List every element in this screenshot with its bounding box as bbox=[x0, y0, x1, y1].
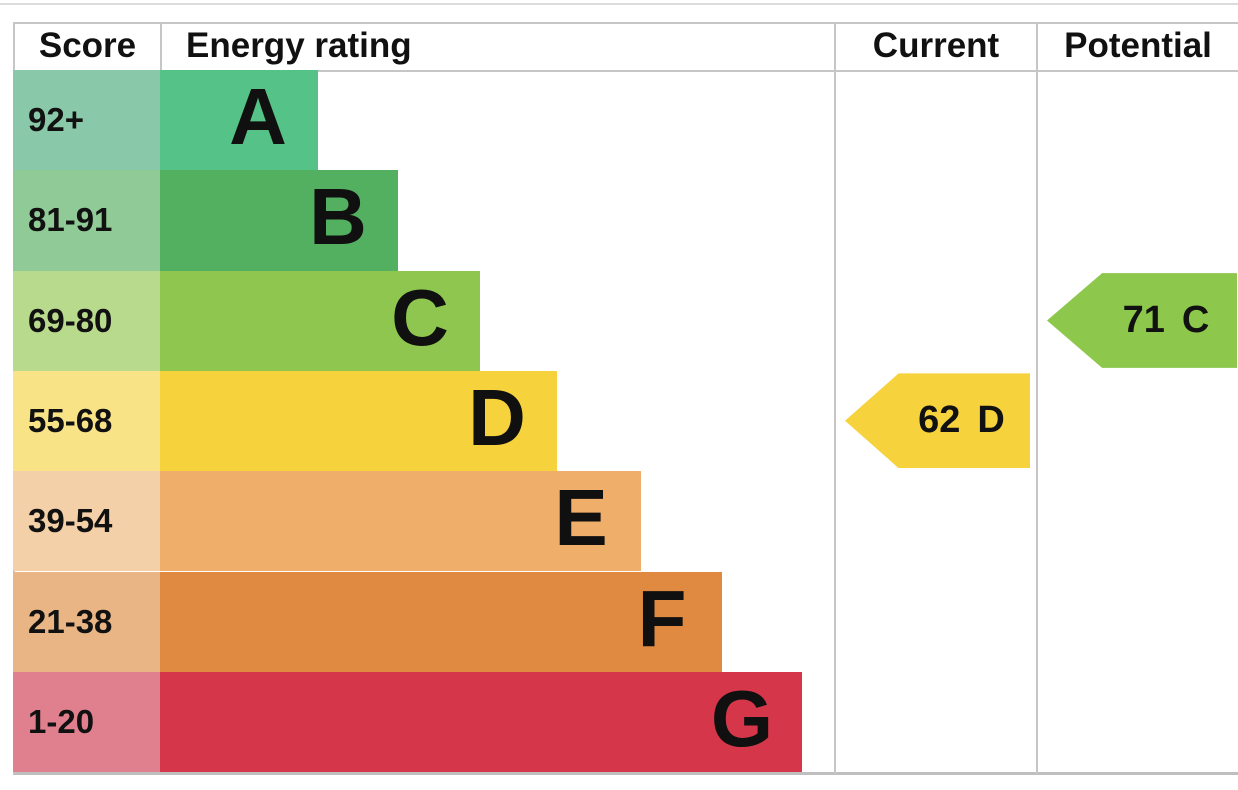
potential-rating-letter: C bbox=[1181, 298, 1210, 341]
potential-rating-value: 71 bbox=[1122, 298, 1165, 341]
band-row-D: 55-68 D bbox=[13, 370, 1036, 472]
band-letter-D: D bbox=[468, 372, 526, 462]
column-header-current: Current bbox=[872, 26, 1000, 65]
page-top-rule bbox=[0, 3, 1238, 5]
band-letter-B: B bbox=[309, 172, 367, 262]
band-row-G: 1-20 G bbox=[13, 671, 1036, 773]
band-letter-F: F bbox=[637, 573, 687, 663]
table-bottom-border bbox=[13, 772, 1238, 775]
rating-bar-D: D bbox=[160, 370, 557, 472]
score-range-C: 69-80 bbox=[13, 270, 160, 371]
band-letter-G: G bbox=[710, 673, 774, 763]
band-row-B: 81-91 B bbox=[13, 170, 1036, 271]
rating-bar-F: F bbox=[160, 571, 722, 672]
rating-bar-G: G bbox=[160, 671, 802, 773]
band-row-F: 21-38 F bbox=[13, 571, 1036, 672]
band-row-A: 92+ A bbox=[13, 70, 1036, 171]
rating-bar-E: E bbox=[160, 471, 641, 572]
band-row-C: 69-80 C bbox=[13, 270, 1036, 371]
band-row-E: 39-54 E bbox=[13, 471, 1036, 572]
current-rating-value: 62 bbox=[918, 399, 961, 442]
score-range-F: 21-38 bbox=[13, 571, 160, 672]
score-range-G: 1-20 bbox=[13, 671, 160, 773]
score-range-D: 55-68 bbox=[13, 370, 160, 472]
column-header-potential: Potential bbox=[1064, 26, 1212, 65]
band-letter-E: E bbox=[554, 473, 608, 563]
header-top-border bbox=[13, 22, 1238, 24]
potential-rating-arrow: 71 C bbox=[1047, 273, 1237, 368]
score-range-B: 81-91 bbox=[13, 170, 160, 271]
column-header-score: Score bbox=[38, 26, 137, 65]
band-letter-A: A bbox=[229, 71, 287, 161]
band-letter-C: C bbox=[391, 272, 449, 362]
potential-column-divider bbox=[1036, 22, 1038, 774]
rating-bar-B: B bbox=[160, 170, 398, 271]
column-header-energy-rating: Energy rating bbox=[186, 26, 412, 65]
score-range-A: 92+ bbox=[13, 70, 160, 171]
rating-bar-C: C bbox=[160, 270, 480, 371]
current-rating-letter: D bbox=[977, 399, 1005, 442]
current-column-divider bbox=[834, 22, 836, 774]
score-range-E: 39-54 bbox=[13, 471, 160, 572]
header-bottom-border bbox=[13, 70, 1238, 72]
rating-bar-A: A bbox=[160, 70, 318, 171]
score-column-divider bbox=[160, 22, 162, 70]
